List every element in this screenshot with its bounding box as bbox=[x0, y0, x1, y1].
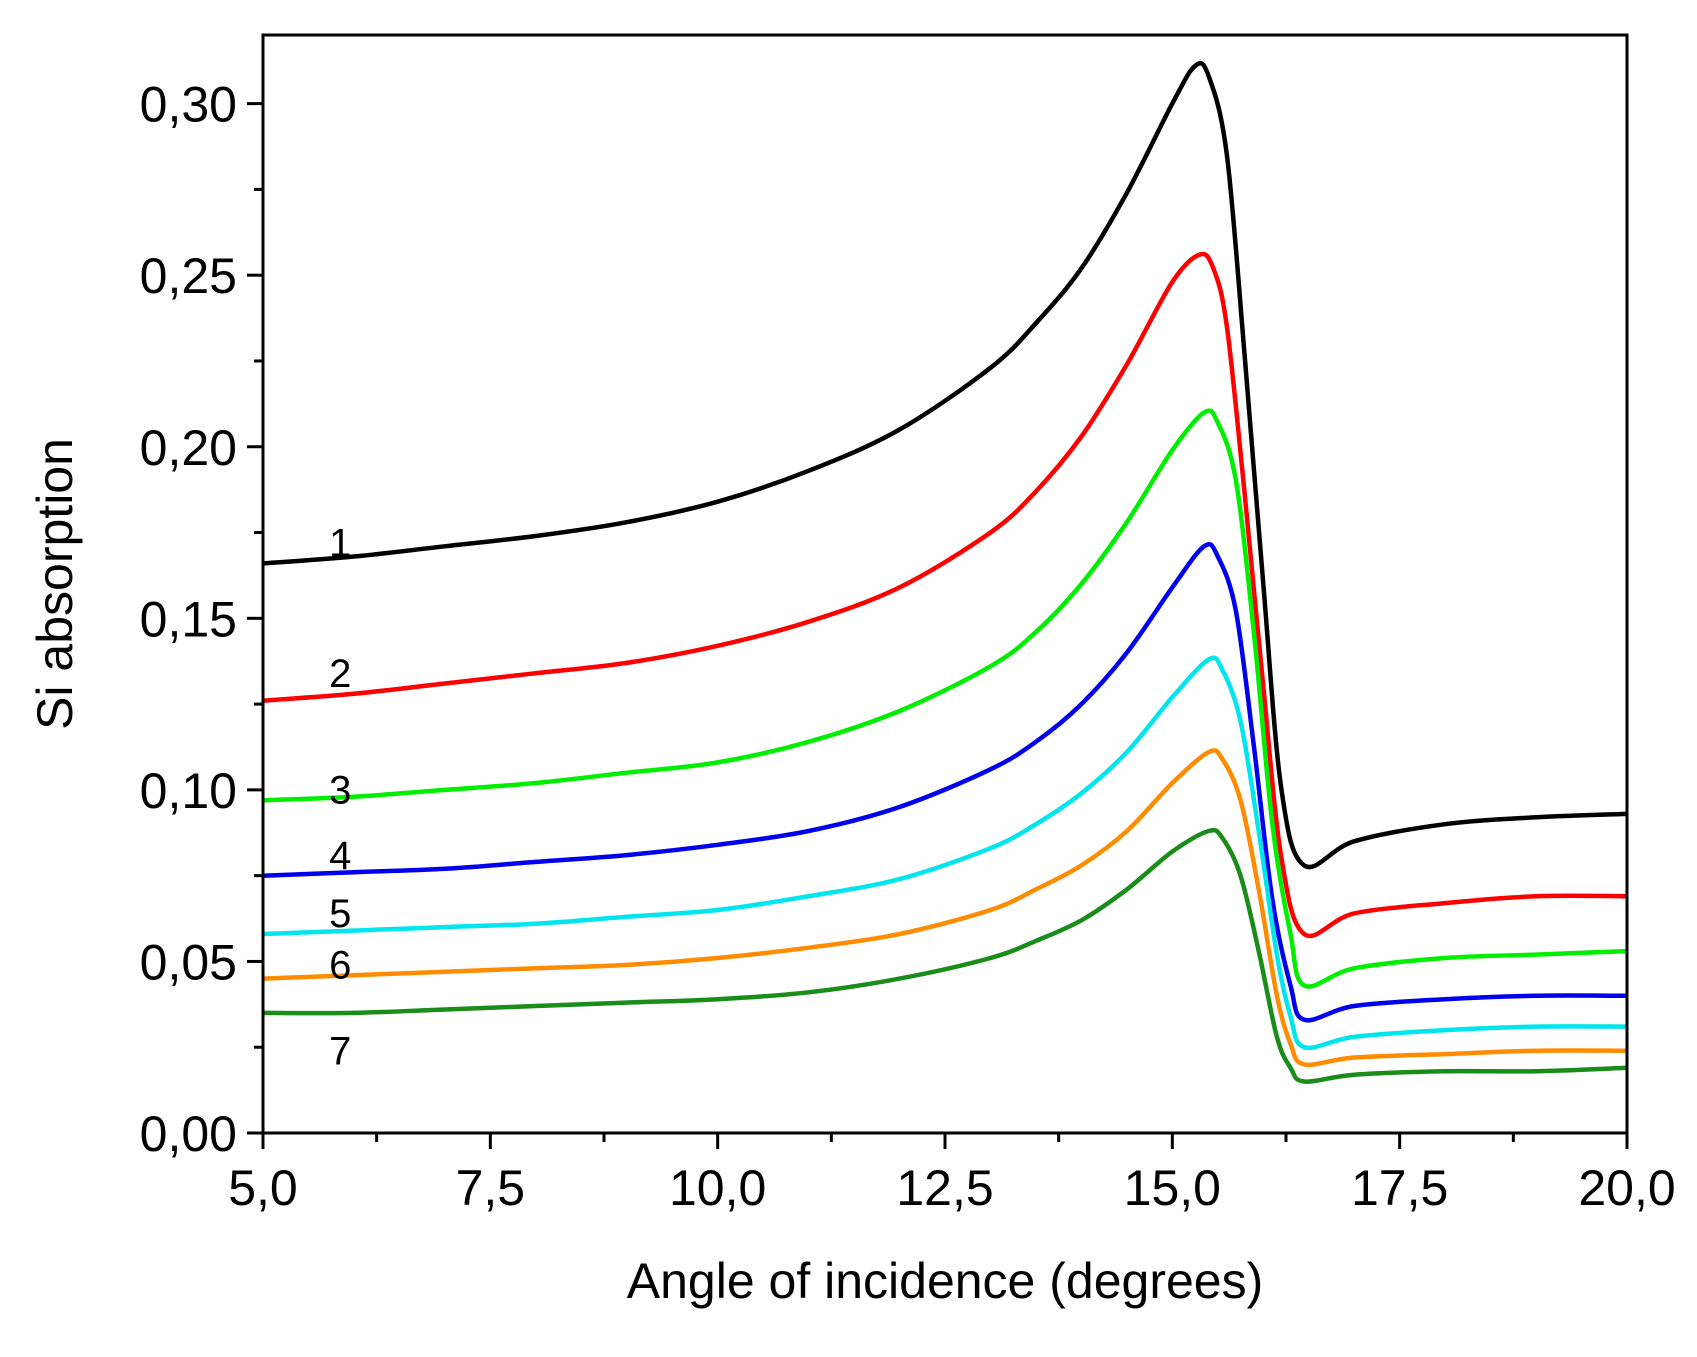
x-tick-label: 5,0 bbox=[228, 1160, 298, 1216]
series-1-label: 1 bbox=[329, 522, 351, 566]
y-axis-ticks: 0,00 0,05 0,10 0,15 0,20 0,25 0,30 bbox=[140, 77, 263, 1162]
y-tick-label: 0,15 bbox=[140, 591, 237, 647]
y-tick-label: 0,25 bbox=[140, 248, 237, 304]
y-axis-title: Si absorption bbox=[27, 438, 83, 730]
x-tick-label: 17,5 bbox=[1351, 1160, 1448, 1216]
curve-labels: 1 2 3 4 5 6 7 bbox=[329, 522, 351, 1074]
x-axis-title: Angle of incidence (degrees) bbox=[627, 1253, 1264, 1309]
series-7-line bbox=[262, 827, 1628, 1084]
series-4-line bbox=[262, 541, 1628, 1023]
series-2-label: 2 bbox=[329, 652, 351, 696]
series-1-line bbox=[262, 60, 1628, 870]
x-tick-label: 12,5 bbox=[896, 1160, 993, 1216]
series-6-line bbox=[262, 748, 1628, 1068]
series-3-line bbox=[262, 408, 1628, 989]
series-2-line bbox=[262, 251, 1628, 939]
plot-curves bbox=[262, 60, 1628, 1084]
x-axis-ticks: 5,0 7,5 10,0 12,5 15,0 17,5 20,0 bbox=[228, 1133, 1676, 1216]
series-4-label: 4 bbox=[329, 834, 351, 878]
y-tick-label: 0,20 bbox=[140, 420, 237, 476]
x-tick-label: 15,0 bbox=[1124, 1160, 1221, 1216]
series-3-label: 3 bbox=[329, 769, 351, 813]
y-tick-label: 0,30 bbox=[140, 77, 237, 133]
x-tick-label: 7,5 bbox=[456, 1160, 526, 1216]
y-tick-label: 0,05 bbox=[140, 934, 237, 990]
series-7-label: 7 bbox=[329, 1029, 351, 1073]
y-tick-label: 0,00 bbox=[140, 1106, 237, 1162]
series-5-label: 5 bbox=[329, 892, 351, 936]
series-6-label: 6 bbox=[329, 944, 351, 988]
series-5-line bbox=[262, 655, 1628, 1051]
x-tick-label: 20,0 bbox=[1578, 1160, 1675, 1216]
x-tick-label: 10,0 bbox=[669, 1160, 766, 1216]
y-tick-label: 0,10 bbox=[140, 763, 237, 819]
